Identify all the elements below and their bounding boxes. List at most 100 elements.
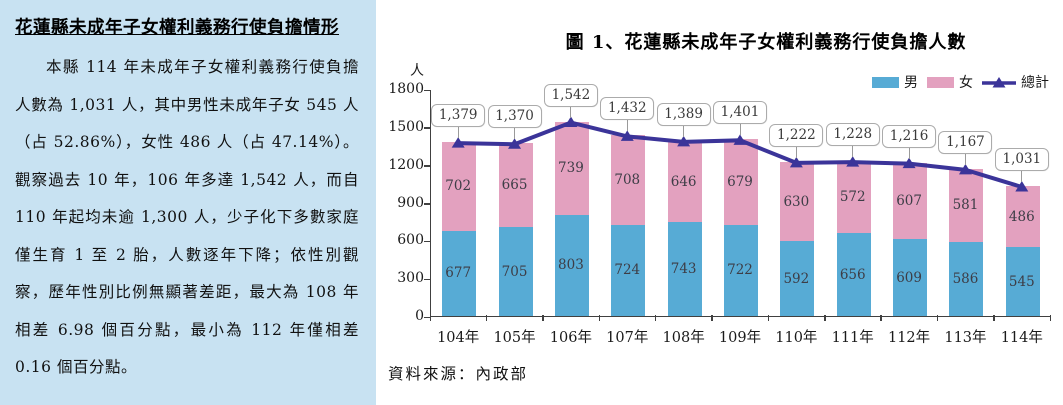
total-callout: 1,542 <box>543 83 598 107</box>
bar-label-male: 722 <box>727 262 753 279</box>
bar-male <box>611 224 646 316</box>
bar-label-female: 581 <box>952 197 979 214</box>
total-callout: 1,379 <box>431 104 486 128</box>
bar-label-male: 724 <box>614 262 641 279</box>
callout-connector <box>626 120 628 132</box>
bar-label-male: 586 <box>952 271 979 288</box>
x-axis-label: 110年 <box>775 330 818 346</box>
bar-label-female: 572 <box>839 189 866 206</box>
total-callout: 1,389 <box>656 102 711 126</box>
y-tick-label: 1200 <box>388 156 424 173</box>
x-tick-mark <box>880 315 882 321</box>
x-tick-mark <box>767 315 770 321</box>
chart-title: 圖 1、花蓮縣未成年子女權利義務行使負擔人數 <box>565 32 967 53</box>
bar-label-female: 708 <box>614 172 641 189</box>
total-callout: 1,228 <box>825 123 880 147</box>
x-tick-mark <box>542 315 544 321</box>
x-tick-mark <box>429 315 431 321</box>
callout-connector <box>1021 170 1023 182</box>
bar-male <box>836 233 871 316</box>
legend-item: 女 <box>927 72 973 92</box>
x-axis-label: 106年 <box>549 330 592 346</box>
legend-item: 總計 <box>982 72 1049 92</box>
callout-connector <box>908 147 910 159</box>
bar-male <box>554 214 589 316</box>
bar-label-female: 665 <box>501 177 528 194</box>
y-tick-label: 0 <box>415 308 424 324</box>
legend-swatch-female <box>927 76 954 88</box>
total-callout: 1,401 <box>713 101 767 125</box>
bar-label-female: 646 <box>670 173 697 190</box>
callout-connector <box>683 125 685 137</box>
bar-male <box>893 239 928 316</box>
bar-male <box>949 242 984 316</box>
y-tick-label: 900 <box>397 194 424 211</box>
total-callout: 1,216 <box>882 124 937 148</box>
legend-line-glyph <box>982 76 1016 89</box>
callout-connector <box>964 153 966 165</box>
x-tick-mark <box>993 315 995 321</box>
y-tick-mark <box>424 240 430 243</box>
bar-label-male: 609 <box>896 269 922 286</box>
x-axis-label: 107年 <box>606 330 649 346</box>
y-tick-mark <box>424 278 430 281</box>
summary-panel: 花蓮縣未成年子女權利義務行使負擔情形 本縣 114 年未成年子女權利義務行使負擔… <box>0 0 376 405</box>
x-axis-label: 112年 <box>887 330 931 346</box>
bar-label-male: 677 <box>445 265 472 282</box>
x-tick-mark <box>598 315 601 321</box>
bar-male <box>780 241 815 316</box>
y-tick-mark <box>424 89 430 91</box>
bar-label-female: 607 <box>896 192 922 209</box>
y-tick-label: 1500 <box>388 118 424 135</box>
y-tick-mark <box>424 165 430 167</box>
legend-label: 總計 <box>1021 75 1049 91</box>
bar-female <box>1005 186 1040 248</box>
x-axis-label: 104年 <box>437 330 480 346</box>
bar-male <box>442 230 477 316</box>
x-tick-mark <box>711 315 713 321</box>
total-callout: 1,167 <box>938 130 993 154</box>
y-axis-unit-label: 人 <box>410 63 424 79</box>
x-tick-mark <box>654 315 657 321</box>
chart-region: 圖 1、花蓮縣未成年子女權利義務行使負擔人數 男 女 總計 人 資料來源：內政部 0… <box>376 0 1063 405</box>
x-tick-mark <box>936 315 939 321</box>
bar-label-female: 702 <box>445 178 472 195</box>
bar-label-male: 545 <box>1008 273 1035 290</box>
x-axis-label: 109年 <box>718 330 762 346</box>
callout-connector <box>514 128 516 140</box>
bar-label-male: 743 <box>670 261 697 278</box>
callout-connector <box>795 146 797 158</box>
legend-swatch-male <box>872 76 899 88</box>
chart-legend: 男 女 總計 <box>872 72 1049 92</box>
bar-male <box>667 222 702 316</box>
bar-male <box>1005 247 1040 316</box>
x-tick-mark <box>824 315 826 321</box>
bar-label-female: 679 <box>727 174 753 191</box>
y-tick-label: 600 <box>397 232 424 249</box>
bar-label-male: 705 <box>501 263 528 280</box>
panel-title: 花蓮縣未成年子女權利義務行使負擔情形 <box>15 18 339 38</box>
bar-label-male: 803 <box>558 257 584 274</box>
bar-label-female: 630 <box>783 193 810 210</box>
source-note: 資料來源：內政部 <box>388 365 529 383</box>
callout-connector <box>457 127 459 139</box>
bar-male <box>724 224 758 316</box>
callout-connector <box>852 146 854 158</box>
y-tick-label: 1800 <box>388 81 424 97</box>
x-axis-label: 113年 <box>944 330 987 346</box>
bar-label-female: 739 <box>558 160 584 177</box>
y-tick-label: 300 <box>397 270 424 287</box>
legend-item: 男 <box>872 72 918 92</box>
y-tick-mark <box>424 127 430 129</box>
x-axis-label: 114年 <box>1000 330 1043 346</box>
total-callout: 1,031 <box>994 147 1049 171</box>
x-tick-mark <box>485 315 488 321</box>
y-tick-mark <box>424 316 430 318</box>
x-axis-label: 105年 <box>493 330 536 346</box>
total-callout: 1,432 <box>600 97 655 121</box>
total-callout: 1,222 <box>769 123 824 147</box>
total-callout: 1,370 <box>487 105 542 129</box>
y-tick-mark <box>424 203 430 205</box>
bar-label-male: 592 <box>783 270 810 287</box>
legend-label: 男 <box>904 75 918 91</box>
